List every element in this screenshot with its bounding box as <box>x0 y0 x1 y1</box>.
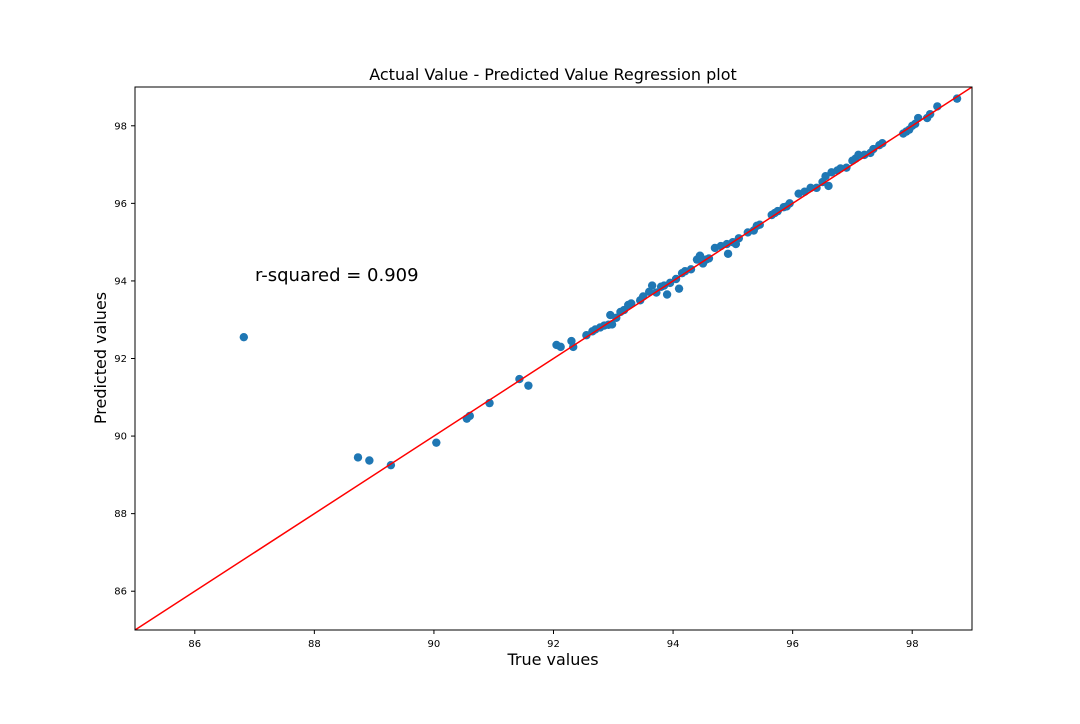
r-squared-annotation: r-squared = 0.909 <box>255 265 419 286</box>
data-point <box>524 381 533 390</box>
y-axis: 86 88 90 92 94 96 98 <box>114 121 135 598</box>
y-tick-label: 94 <box>114 276 127 287</box>
data-point <box>854 150 863 160</box>
x-tick-label: 96 <box>786 639 799 650</box>
data-point <box>821 172 830 181</box>
data-point <box>869 144 878 154</box>
data-point <box>952 94 962 103</box>
data-point <box>627 299 636 308</box>
x-tick-label: 94 <box>667 639 680 650</box>
y-tick-label: 96 <box>114 199 127 210</box>
data-point <box>913 113 923 123</box>
data-point <box>878 139 887 148</box>
x-tick-label: 90 <box>428 639 441 650</box>
x-tick-label: 88 <box>308 639 321 650</box>
y-tick-label: 98 <box>114 121 127 132</box>
data-points <box>239 94 962 470</box>
y-tick-label: 88 <box>114 509 127 520</box>
y-axis-label: Predicted values <box>91 292 110 424</box>
data-point <box>582 331 591 340</box>
data-point <box>239 332 249 342</box>
data-point <box>647 281 657 290</box>
data-point <box>824 181 833 191</box>
data-point <box>785 199 794 208</box>
fit-line <box>135 87 972 630</box>
y-tick-label: 86 <box>114 587 127 598</box>
data-point <box>365 456 374 465</box>
x-axis: 86 88 90 92 94 96 98 <box>188 630 919 650</box>
data-point <box>644 287 654 296</box>
x-axis-label: True values <box>506 650 598 669</box>
data-point <box>723 249 733 258</box>
data-point <box>662 290 672 299</box>
data-point <box>353 453 363 462</box>
x-tick-label: 98 <box>906 639 919 650</box>
data-point <box>556 342 565 352</box>
y-tick-label: 90 <box>114 432 127 443</box>
data-point <box>773 206 782 216</box>
x-tick-label: 86 <box>188 639 201 650</box>
data-point <box>432 438 441 447</box>
chart-title: Actual Value - Predicted Value Regressio… <box>369 65 737 84</box>
x-tick-label: 92 <box>547 639 560 650</box>
y-tick-label: 92 <box>114 354 127 365</box>
data-point <box>695 251 705 260</box>
data-point <box>674 284 684 293</box>
